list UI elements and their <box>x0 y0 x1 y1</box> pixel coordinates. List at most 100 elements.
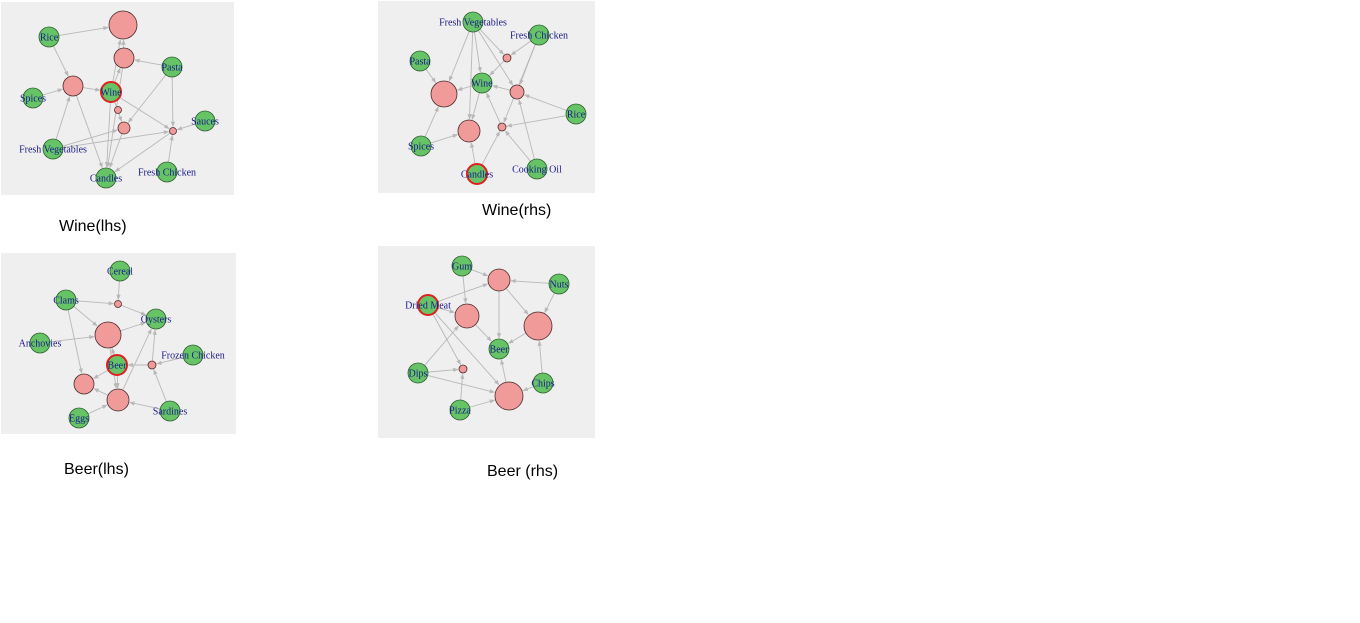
graph-edge <box>475 324 492 342</box>
rule-node <box>454 303 480 329</box>
rule-node <box>169 127 177 135</box>
item-node <box>526 158 548 180</box>
item-node <box>451 255 473 277</box>
graph-edge <box>93 388 109 396</box>
graph-panel-beer-rhs: Gum Nuts Dried Meat Beer Dips Chips Pizza <box>378 246 595 438</box>
item-label: Pasta <box>161 63 183 74</box>
graph-edge <box>122 328 152 391</box>
graph-edge <box>104 101 111 168</box>
graph-caption: Wine(lhs) <box>59 218 127 235</box>
item-node <box>42 138 64 160</box>
rule-node <box>502 53 512 63</box>
item-label: Candles <box>461 170 493 181</box>
graph-edge <box>134 58 163 66</box>
graph-caption: Beer(lhs) <box>64 461 129 478</box>
item-label: Beer <box>490 345 510 356</box>
graph-edge <box>151 329 157 362</box>
graph-edge <box>153 369 167 402</box>
graph-edge <box>114 67 121 83</box>
graph-edge <box>489 60 505 76</box>
item-node <box>29 332 51 354</box>
item-label: Cooking Oil <box>512 165 562 176</box>
graph-edge <box>479 28 504 55</box>
graph-edge <box>469 142 476 165</box>
item-label: Spices <box>20 94 46 105</box>
graph-edge <box>471 92 480 120</box>
item-node <box>95 167 117 189</box>
graph-caption: Beer (rhs) <box>487 463 559 480</box>
rule-node <box>487 268 511 292</box>
graph-edge <box>58 26 109 36</box>
graph-edge <box>49 335 95 343</box>
graph-edge <box>82 87 101 92</box>
graph-edge <box>176 123 196 131</box>
item-label: Rice <box>40 33 59 44</box>
graph-edge <box>156 356 184 365</box>
item-node <box>417 294 439 316</box>
graph-edge <box>120 321 147 332</box>
rule-node <box>497 122 507 132</box>
item-node <box>532 372 554 394</box>
item-node <box>109 260 131 282</box>
graph-edge <box>506 115 567 128</box>
rule-node <box>509 84 525 100</box>
rule-node <box>114 300 122 308</box>
edge-group <box>424 28 567 166</box>
item-node <box>466 163 488 185</box>
graph-edge <box>73 306 98 327</box>
item-label: Fresh Chicken <box>510 31 568 42</box>
rule-node <box>494 381 524 411</box>
graph-edge <box>503 44 536 123</box>
graph-edge <box>481 130 501 166</box>
graph-edge <box>62 129 118 147</box>
item-node <box>548 273 570 295</box>
rule-node <box>73 373 95 395</box>
item-label: Chips <box>531 379 554 390</box>
item-label: Fresh Chicken <box>138 168 196 179</box>
graph-panel-beer-lhs: Cereal Clams Oysters Anchovies Beer Frozen Ch… <box>1 253 236 434</box>
rule-node <box>523 311 553 341</box>
graph-edge <box>474 31 482 73</box>
item-label: Candles <box>90 174 122 185</box>
graph-edge <box>42 88 63 96</box>
item-label: Fresh Vegetables <box>19 145 87 156</box>
graph-edge <box>448 31 470 82</box>
item-node <box>38 26 60 48</box>
graph-panel-wine-lhs: Rice Pasta Spices Wine Sauces Fresh Vegetable… <box>1 2 234 195</box>
graph-edge <box>62 130 170 148</box>
graph-edge <box>510 40 532 56</box>
graph-edge <box>119 96 170 129</box>
item-label: Dried Meat <box>405 301 451 312</box>
graph-caption: Wine(rhs) <box>482 202 552 219</box>
graph-edge <box>508 332 527 344</box>
item-label: Beer <box>108 361 128 372</box>
item-label: Fresh Vegetables <box>439 18 507 29</box>
graph-edge <box>492 84 511 91</box>
graph-edge <box>129 401 161 410</box>
graph-edge <box>55 95 71 140</box>
graph-edge <box>477 30 514 86</box>
graph-edge <box>75 95 103 169</box>
item-node <box>407 362 429 384</box>
graph-edge <box>75 300 115 306</box>
graph-edge <box>505 288 529 315</box>
item-node <box>565 103 587 125</box>
graph-edge <box>127 74 167 123</box>
rule-node <box>108 10 138 40</box>
item-node <box>462 11 484 33</box>
item-label: Sardines <box>153 407 188 418</box>
graph-edge <box>170 76 176 128</box>
graph-edge <box>67 309 83 374</box>
item-node <box>22 87 44 109</box>
item-label: Gum <box>452 262 472 273</box>
item-label: Spices <box>408 142 434 153</box>
edge-group <box>42 26 196 173</box>
item-node <box>528 24 550 46</box>
graph-edge <box>114 132 171 173</box>
item-label: Pasta <box>409 57 431 68</box>
graph-edge <box>504 130 531 162</box>
item-node <box>159 400 181 422</box>
graph-edge <box>52 45 69 77</box>
item-node <box>145 308 167 330</box>
